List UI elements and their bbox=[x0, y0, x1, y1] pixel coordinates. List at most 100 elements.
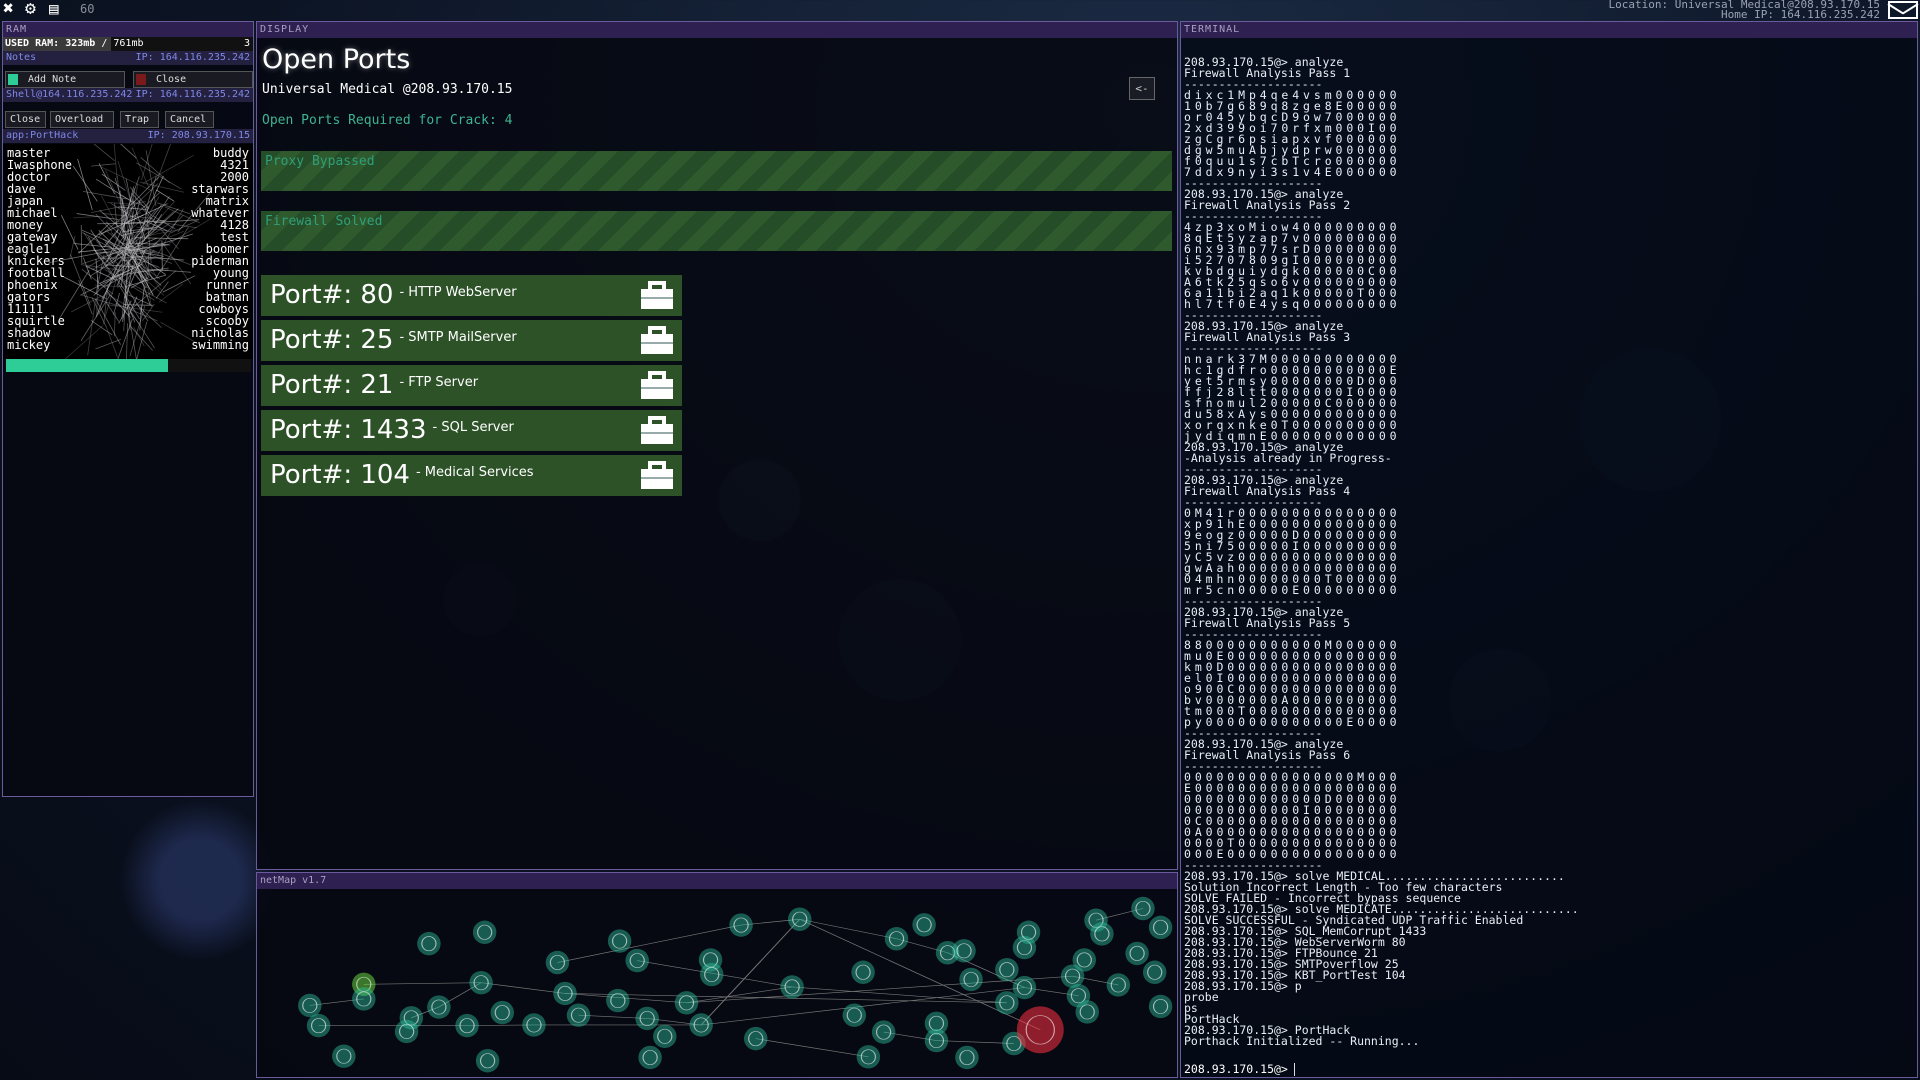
terminal-header: TERMINAL bbox=[1181, 22, 1917, 38]
network-node[interactable] bbox=[1016, 920, 1041, 944]
network-node[interactable] bbox=[417, 931, 441, 956]
password-right: batman bbox=[205, 290, 249, 304]
terminal-line: dixc1Mp4qe4vsm000000 bbox=[1184, 88, 1401, 102]
terminal-line: o900C000000000000000 bbox=[1184, 682, 1401, 696]
network-node[interactable] bbox=[1148, 994, 1173, 1019]
network-node[interactable] bbox=[1106, 973, 1131, 997]
network-node[interactable] bbox=[955, 1045, 979, 1070]
terminal-input-line[interactable]: 208.93.170.15@> bbox=[1181, 1062, 1917, 1076]
network-node[interactable] bbox=[912, 913, 936, 937]
terminal-line: 8800000000000M000000 bbox=[1184, 638, 1401, 652]
network-node[interactable] bbox=[698, 948, 723, 972]
network-node[interactable] bbox=[856, 1045, 881, 1069]
network-node[interactable] bbox=[469, 970, 493, 995]
cancel-button[interactable]: Cancel bbox=[165, 111, 214, 128]
port-row[interactable]: Port#: 1433 - SQL Server bbox=[261, 410, 682, 451]
terminal-line: 208.93.170.15@> analyze bbox=[1184, 319, 1344, 333]
network-node[interactable] bbox=[1090, 922, 1114, 946]
network-node[interactable] bbox=[1072, 948, 1097, 972]
network-node[interactable] bbox=[851, 960, 875, 984]
network-node[interactable] bbox=[1012, 935, 1037, 960]
network-node[interactable] bbox=[952, 939, 976, 963]
port-row[interactable]: Port#: 21 - FTP Server bbox=[261, 365, 682, 406]
network-node[interactable] bbox=[699, 962, 724, 987]
network-node[interactable] bbox=[995, 957, 1019, 982]
network-node[interactable] bbox=[1060, 964, 1085, 988]
network-node[interactable] bbox=[606, 988, 630, 1013]
password-left: japan bbox=[7, 194, 44, 208]
network-node[interactable] bbox=[545, 950, 570, 975]
network-node[interactable] bbox=[995, 991, 1019, 1015]
home-node[interactable] bbox=[352, 972, 376, 997]
network-node[interactable] bbox=[1131, 896, 1155, 921]
network-node[interactable] bbox=[399, 1006, 424, 1030]
network-node[interactable] bbox=[959, 967, 983, 992]
network-node[interactable] bbox=[332, 1044, 356, 1068]
add-note-button[interactable]: Add Note bbox=[5, 71, 125, 88]
network-node[interactable] bbox=[1142, 960, 1167, 984]
port-number: Port#: 104 bbox=[270, 460, 410, 490]
network-node[interactable] bbox=[607, 929, 632, 953]
network-node[interactable] bbox=[924, 1028, 949, 1053]
network-node[interactable] bbox=[306, 1013, 331, 1038]
network-node[interactable] bbox=[842, 1003, 867, 1027]
network-link bbox=[799, 918, 897, 940]
network-node[interactable] bbox=[625, 948, 649, 973]
network-node[interactable] bbox=[689, 1013, 713, 1037]
network-node[interactable] bbox=[455, 1013, 479, 1038]
network-map[interactable] bbox=[257, 889, 1177, 1077]
trap-button[interactable]: Trap bbox=[120, 111, 159, 128]
network-node[interactable] bbox=[787, 907, 812, 931]
port-row[interactable]: Port#: 25 - SMTP MailServer bbox=[261, 320, 682, 361]
network-node[interactable] bbox=[427, 995, 451, 1019]
network-node[interactable] bbox=[1066, 983, 1091, 1008]
terminal-line: or045ybqcD9ow7000000 bbox=[1184, 110, 1401, 124]
terminal-line: 208.93.170.15@> analyze bbox=[1184, 737, 1344, 751]
network-node[interactable] bbox=[566, 1003, 591, 1027]
network-node[interactable] bbox=[935, 941, 960, 965]
close-icon[interactable]: ✖ bbox=[3, 0, 14, 19]
network-node[interactable] bbox=[780, 975, 804, 999]
port-row[interactable]: Port#: 80 - HTTP WebServer bbox=[261, 275, 682, 316]
network-node[interactable] bbox=[924, 1011, 949, 1036]
network-node[interactable] bbox=[472, 920, 497, 944]
home-ip-text: Home IP: 164.116.235.242 bbox=[1721, 8, 1880, 21]
notes-close-button[interactable]: Close bbox=[133, 71, 253, 88]
network-node[interactable] bbox=[522, 1013, 546, 1037]
network-node[interactable] bbox=[1012, 975, 1037, 1000]
network-node[interactable] bbox=[475, 1049, 500, 1073]
network-node[interactable] bbox=[638, 1045, 662, 1070]
network-node[interactable] bbox=[884, 927, 909, 951]
port-row[interactable]: Port#: 104 - Medical Services bbox=[261, 455, 682, 496]
network-node[interactable] bbox=[653, 1024, 677, 1049]
network-node[interactable] bbox=[553, 981, 577, 1006]
network-node[interactable] bbox=[1084, 908, 1108, 932]
network-node[interactable] bbox=[394, 1019, 419, 1044]
network-link bbox=[686, 975, 1073, 1004]
back-button[interactable]: <- bbox=[1129, 77, 1155, 100]
terminal-line: 6nx93mp77srD00000000 bbox=[1184, 242, 1401, 256]
gear-icon[interactable]: ⚙ bbox=[25, 0, 36, 19]
network-node[interactable] bbox=[743, 1026, 768, 1051]
shell-close-button[interactable]: Close bbox=[5, 111, 46, 128]
overload-button[interactable]: Overload bbox=[50, 111, 114, 128]
terminal-line: Solution Incorrect Length - Too few char… bbox=[1184, 880, 1503, 894]
network-node[interactable] bbox=[729, 913, 753, 937]
password-left: dave bbox=[7, 182, 36, 196]
network-link bbox=[1095, 908, 1144, 921]
network-node[interactable] bbox=[1125, 941, 1149, 966]
mail-icon[interactable] bbox=[1888, 1, 1918, 19]
network-node[interactable] bbox=[871, 1020, 896, 1044]
network-node[interactable] bbox=[352, 987, 376, 1011]
network-node[interactable] bbox=[674, 991, 699, 1015]
network-link bbox=[578, 1014, 648, 1019]
save-icon[interactable]: ▤ bbox=[49, 0, 59, 18]
terminal-line: sfnomul200000C000000 bbox=[1184, 396, 1401, 410]
target-node[interactable] bbox=[1016, 1006, 1064, 1054]
network-node[interactable] bbox=[490, 1000, 514, 1025]
network-node[interactable] bbox=[635, 1006, 659, 1031]
network-node[interactable] bbox=[1148, 915, 1173, 940]
network-node[interactable] bbox=[1075, 1000, 1099, 1024]
password-right: starwars bbox=[191, 182, 249, 196]
network-node[interactable] bbox=[298, 993, 322, 1018]
